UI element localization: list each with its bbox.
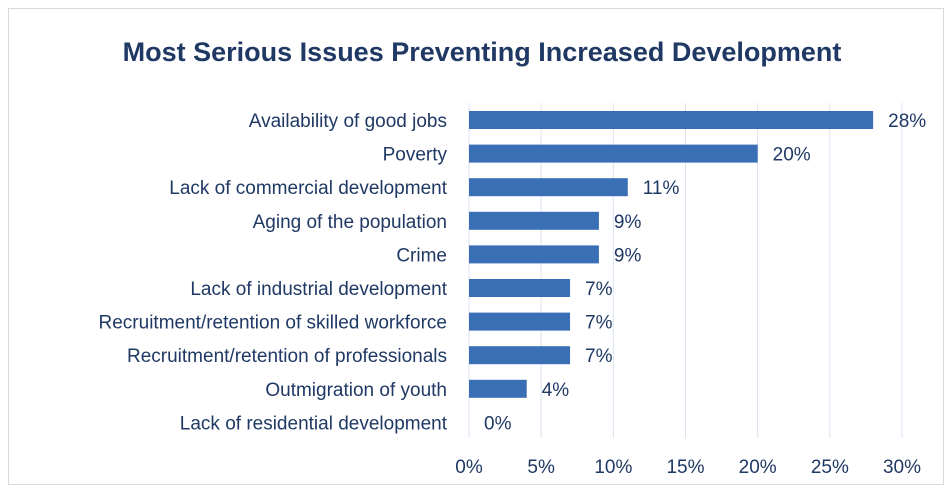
bar xyxy=(469,312,571,331)
category-label: Crime xyxy=(396,245,447,266)
category-label: Recruitment/retention of professionals xyxy=(127,346,447,367)
value-label: 9% xyxy=(614,212,642,233)
value-label: 28% xyxy=(888,111,926,132)
category-label: Lack of residential development xyxy=(180,413,448,434)
category-label: Lack of industrial development xyxy=(190,279,447,300)
value-label: 7% xyxy=(585,313,613,334)
bar xyxy=(469,144,758,163)
bar xyxy=(469,178,628,197)
value-label: 7% xyxy=(585,346,613,367)
chart-title: Most Serious Issues Preventing Increased… xyxy=(123,37,842,67)
value-label: 0% xyxy=(484,413,512,434)
x-tick-label: 20% xyxy=(739,457,777,478)
x-tick-label: 10% xyxy=(594,457,632,478)
bar xyxy=(469,346,571,365)
bar xyxy=(469,111,874,129)
x-tick-label: 15% xyxy=(666,457,704,478)
x-tick-label: 0% xyxy=(455,457,483,478)
label-layer: 0% 5% 10% 15% 20% 25% 30% Availability of good … xyxy=(99,111,927,478)
category-label: Poverty xyxy=(383,145,448,166)
bar xyxy=(469,379,527,398)
category-label: Recruitment/retention of skilled workfor… xyxy=(99,313,447,334)
x-tick-label: 25% xyxy=(811,457,849,478)
x-tick-label: 5% xyxy=(527,457,555,478)
category-label: Lack of commercial development xyxy=(169,178,447,199)
category-label: Aging of the population xyxy=(253,212,447,233)
bar xyxy=(469,279,571,297)
bar xyxy=(469,245,599,264)
value-label: 9% xyxy=(614,245,642,266)
category-label: Outmigration of youth xyxy=(265,380,447,401)
bar xyxy=(469,211,599,230)
category-label: Availability of good jobs xyxy=(249,111,447,132)
value-label: 7% xyxy=(585,279,613,300)
value-label: 4% xyxy=(542,380,570,401)
value-label: 20% xyxy=(773,145,811,166)
x-tick-label: 30% xyxy=(883,457,921,478)
value-label: 11% xyxy=(643,178,680,199)
bar-layer xyxy=(469,111,874,398)
